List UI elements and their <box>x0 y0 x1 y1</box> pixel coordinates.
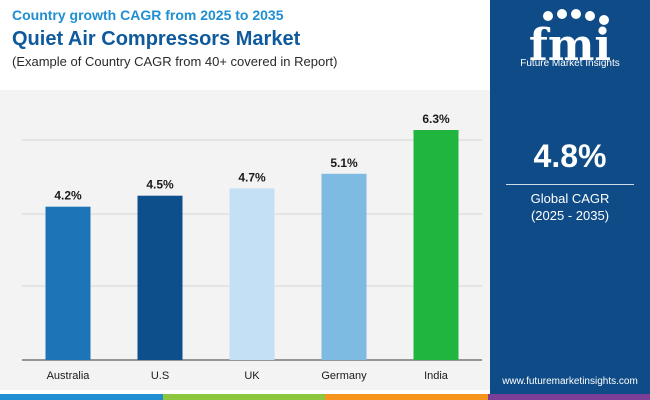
data-label: 4.5% <box>146 178 174 192</box>
data-label: 5.1% <box>330 156 358 170</box>
bottom-bar-segment-1 <box>0 394 163 400</box>
x-tick-label: UK <box>244 370 260 382</box>
bottom-bar-segment-4 <box>487 394 650 400</box>
x-tick-label: Australia <box>47 370 91 382</box>
bar-chart: 4.2% Australia 4.5% U.S 4.7% UK 5.1% Germany 6.3… <box>22 112 482 382</box>
data-label: 4.7% <box>238 170 266 184</box>
data-label: 4.2% <box>54 189 82 203</box>
brand-letters: fmi <box>529 20 611 71</box>
x-tick-label: India <box>424 370 449 382</box>
chart-header: Country growth CAGR from 2025 to 2035 Qu… <box>12 6 482 70</box>
data-label: 6.3% <box>422 112 450 126</box>
chart-area: 4.2% Australia 4.5% U.S 4.7% UK 5.1% Germany 6.3… <box>0 90 490 390</box>
bottom-bar-segment-2 <box>162 394 325 400</box>
bar-u-s <box>137 195 183 360</box>
fmi-logo-icon: fmi <box>529 9 611 71</box>
global-cagr-label: Global CAGR <box>530 191 610 206</box>
bar-germany <box>321 173 367 360</box>
bottom-color-bar <box>0 394 650 400</box>
x-tick-label: Germany <box>321 370 367 382</box>
cagr-divider <box>506 184 634 185</box>
global-cagr-period: (2025 - 2035) <box>530 208 610 223</box>
global-cagr-value: 4.8% <box>533 138 607 174</box>
website-link[interactable]: www.futuremarketinsights.com <box>502 376 638 387</box>
bar-uk <box>229 188 275 360</box>
x-tick-label: U.S <box>151 370 169 382</box>
chart-title: Quiet Air Compressors Market <box>12 28 301 50</box>
bar-australia <box>45 206 91 360</box>
bar-india <box>413 130 459 360</box>
bottom-bar-segment-3 <box>325 394 488 400</box>
brand-name: Future Market Insights <box>520 58 620 69</box>
chart-subtitle: (Example of Country CAGR from 40+ covere… <box>12 54 338 69</box>
chart-supertitle: Country growth CAGR from 2025 to 2035 <box>12 7 284 23</box>
sidebar-panel: fmi Future Market Insights 4.8% Global C… <box>490 0 650 394</box>
